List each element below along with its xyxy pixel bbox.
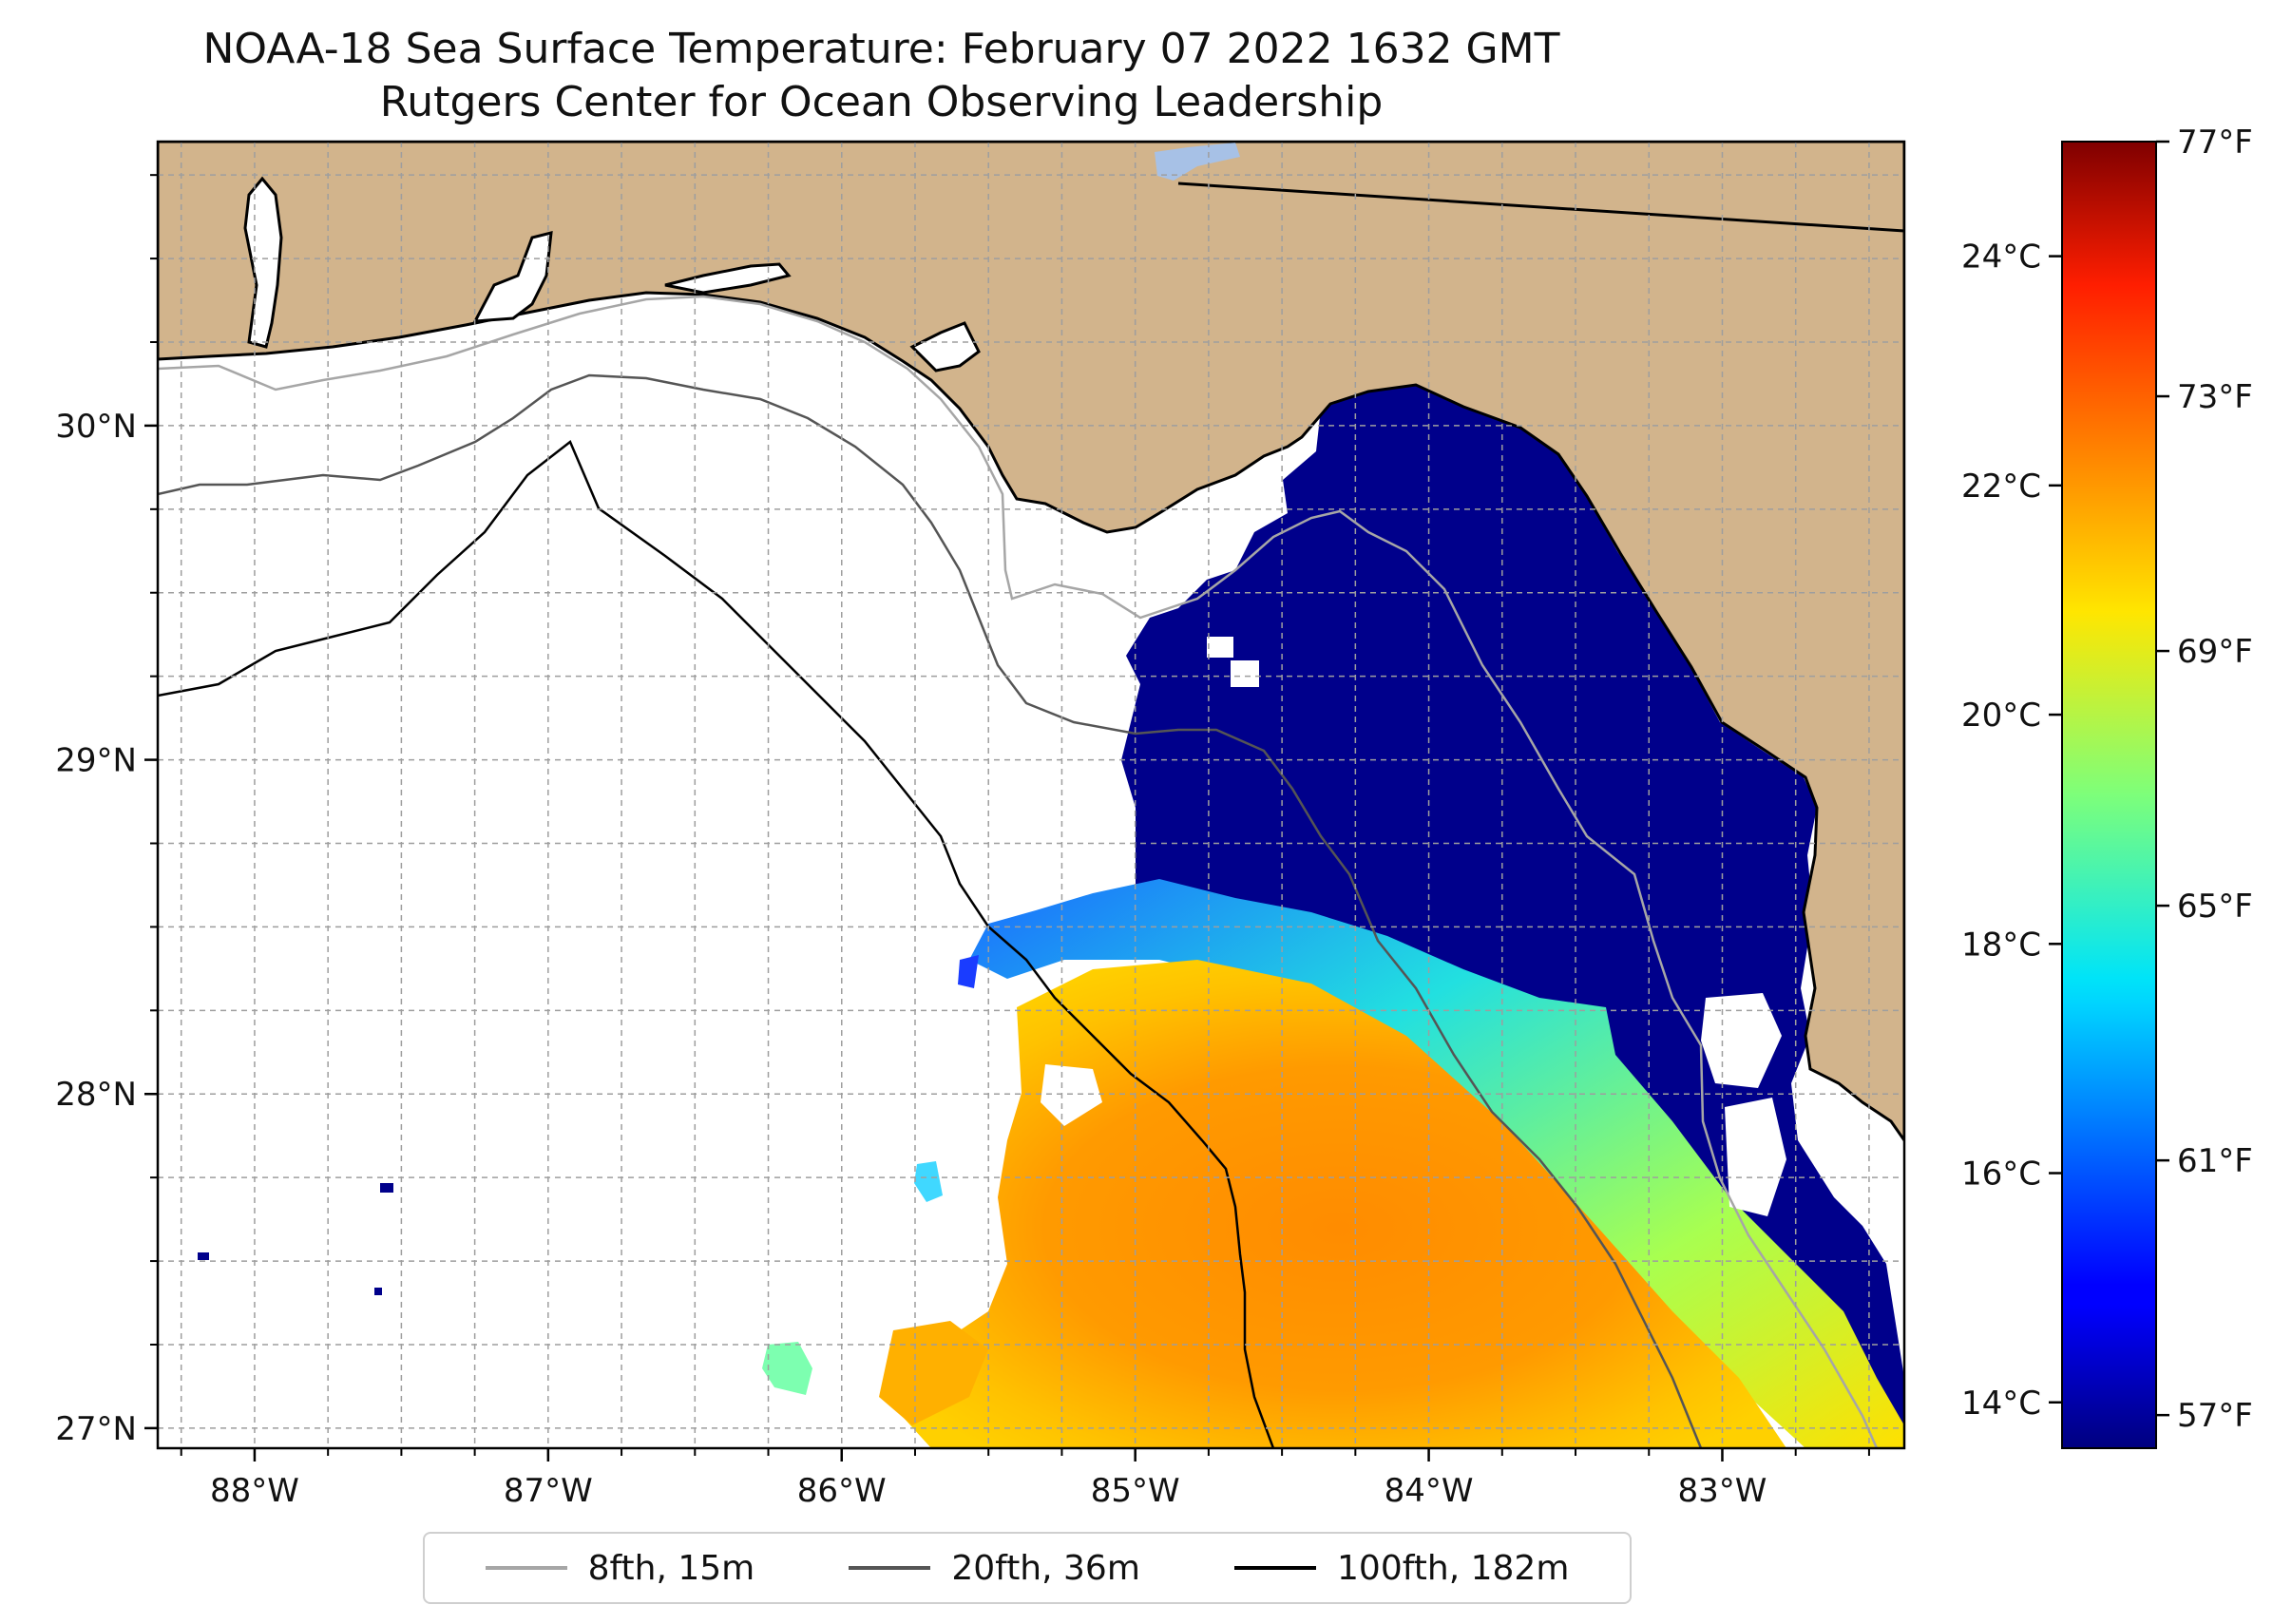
legend-swatch-15m xyxy=(485,1566,567,1570)
thermal-front xyxy=(969,879,1904,1448)
lon-tick-label: 84°W xyxy=(1385,1472,1474,1510)
land-north xyxy=(158,142,1904,1143)
legend-label-36m: 20fth, 36m xyxy=(951,1548,1140,1588)
legend-item-15m: 8fth, 15m xyxy=(485,1548,755,1588)
map-subtitle: Rutgers Center for Ocean Observing Leade… xyxy=(379,78,1384,126)
sst-speck-1 xyxy=(380,1183,393,1193)
pensacola-bay xyxy=(472,231,553,323)
map-grid xyxy=(158,142,1904,1448)
sst-speck-4 xyxy=(958,955,979,988)
isobath-15m xyxy=(158,295,1879,1448)
apalachicola-bay xyxy=(909,321,981,373)
map-title: NOAA-18 Sea Surface Temperature: Februar… xyxy=(202,25,1560,73)
lon-tick-label: 87°W xyxy=(504,1472,593,1510)
lat-tick-label: 29°N xyxy=(55,742,137,780)
sst-speck-2 xyxy=(198,1252,209,1260)
lat-tick-label: 30°N xyxy=(55,408,137,446)
choctawhatchee-bay xyxy=(664,262,792,295)
legend-item-36m: 20fth, 36m xyxy=(849,1549,1140,1588)
legend-swatch-36m xyxy=(849,1566,931,1570)
lat-axis: 30°N 29°N 28°N 27°N xyxy=(55,174,158,1448)
state-border xyxy=(1177,182,1904,233)
legend-label-182m: 100fth, 182m xyxy=(1337,1548,1570,1588)
sst-speck-3 xyxy=(374,1288,382,1295)
warm-core-water xyxy=(893,960,1786,1448)
legend-swatch-182m xyxy=(1234,1566,1317,1570)
sst-patch-w xyxy=(762,1342,812,1395)
sst-patch-w2 xyxy=(914,1161,943,1202)
lon-tick-label: 83°W xyxy=(1678,1472,1767,1510)
lon-tick-label: 88°W xyxy=(210,1472,299,1510)
lon-tick-label: 86°W xyxy=(797,1472,887,1510)
cloud-gap-5 xyxy=(1207,637,1233,658)
cloud-gap-1 xyxy=(1041,1064,1102,1126)
mobile-bay xyxy=(243,176,283,349)
legend-label-15m: 8fth, 15m xyxy=(587,1548,755,1588)
map-frame xyxy=(156,140,1906,1450)
cloud-gap-3 xyxy=(1725,1098,1786,1216)
cloud-gap-2 xyxy=(1701,993,1782,1088)
lat-tick-label: 28°N xyxy=(55,1076,137,1114)
sst-patch-sw xyxy=(879,1321,988,1425)
isobath-182m xyxy=(158,440,1275,1448)
cloud-gap-4 xyxy=(1231,660,1259,687)
lat-tick-label: 27°N xyxy=(55,1410,137,1448)
lon-axis: 88°W 87°W 86°W 85°W 84°W 83°W xyxy=(180,1448,1870,1510)
isobath-legend: 8fth, 15m 20fth, 36m 100fth, 182m xyxy=(423,1532,1632,1604)
lake-seminole xyxy=(1155,143,1240,181)
lon-tick-label: 85°W xyxy=(1091,1472,1180,1510)
legend-item-182m: 100fth, 182m xyxy=(1234,1549,1569,1588)
isobath-36m xyxy=(158,373,1703,1448)
